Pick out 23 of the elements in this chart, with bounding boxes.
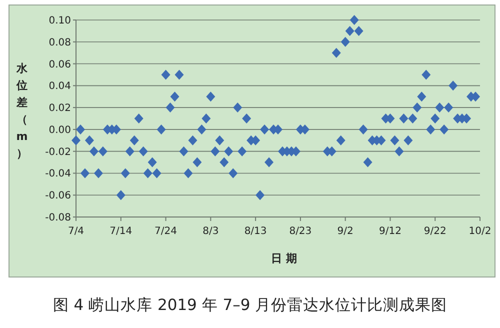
x-axis-title: 日 期 <box>271 252 297 265</box>
y-axis-title: 水位差（m） <box>16 62 28 160</box>
x-tick-label: 9/2 <box>337 226 354 237</box>
y-tick-label: -0.02 <box>45 146 71 158</box>
y-tick-label: 0.02 <box>48 103 71 114</box>
x-tick-label: 8/23 <box>289 226 312 237</box>
y-tick-label: 0.08 <box>48 37 71 48</box>
x-tick-label: 8/3 <box>202 226 219 237</box>
x-tick-label: 8/13 <box>244 226 267 237</box>
y-tick-label: 0.00 <box>48 124 71 136</box>
y-tick-label: -0.08 <box>45 212 71 224</box>
y-tick-label: 0.04 <box>48 81 71 92</box>
y-tick-label: 0.06 <box>48 59 71 70</box>
y-tick-label: -0.06 <box>45 190 71 202</box>
y-tick-label: -0.04 <box>45 168 71 180</box>
x-tick-label: 9/22 <box>424 226 446 237</box>
x-tick-label: 7/24 <box>154 226 178 237</box>
text: 图 4 崂山水库 2019 年 7–9 月份雷达水位计比测成果图 <box>52 296 448 314</box>
x-tick-label: 9/12 <box>378 226 402 237</box>
x-tick-label: 7/4 <box>68 226 84 237</box>
x-tick-label: 7/14 <box>110 226 132 237</box>
x-tick-label: 10/2 <box>468 226 492 237</box>
y-tick-label: 0.10 <box>48 16 71 26</box>
